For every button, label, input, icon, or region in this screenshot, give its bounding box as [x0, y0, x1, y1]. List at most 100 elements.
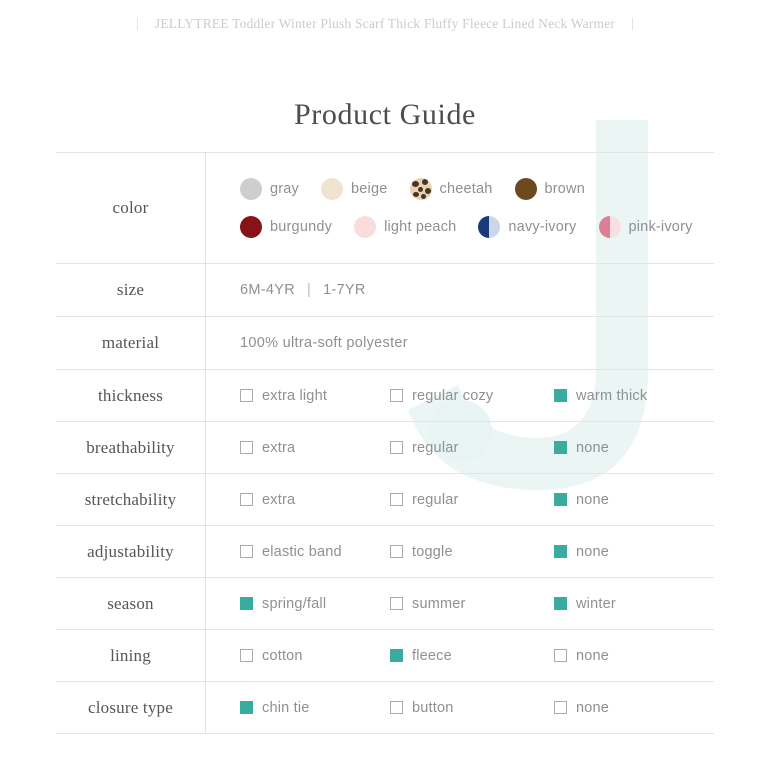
checkbox-checked-icon[interactable] — [240, 597, 253, 610]
checkbox-unchecked-icon[interactable] — [390, 701, 403, 714]
size-option-b[interactable]: 1-7YR — [323, 282, 366, 298]
color-option-light-peach[interactable]: light peach — [354, 216, 456, 238]
option-lining-fleece[interactable]: fleece — [390, 648, 554, 664]
row-label-season: season — [56, 577, 206, 630]
row-value-size: 6M-4YR | 1-7YR — [206, 264, 715, 317]
checkbox-unchecked-icon[interactable] — [390, 441, 403, 454]
option-breathability-none[interactable]: none — [554, 440, 714, 456]
option-label: cotton — [262, 647, 303, 664]
color-label-pink-ivory: pink-ivory — [628, 219, 693, 235]
option-thickness-extra-light[interactable]: extra light — [240, 388, 390, 404]
row-value-adjustability: elastic band toggle none — [206, 526, 715, 578]
checkbox-unchecked-icon[interactable] — [240, 493, 253, 506]
option-lining-none[interactable]: none — [554, 648, 714, 664]
checkbox-checked-icon[interactable] — [554, 597, 567, 610]
checkbox-unchecked-icon[interactable] — [390, 493, 403, 506]
color-option-cheetah[interactable]: cheetah — [409, 178, 493, 200]
option-stretchability-none[interactable]: none — [554, 492, 714, 508]
swatch-burgundy-icon — [240, 216, 262, 238]
option-label: extra — [262, 439, 296, 456]
option-lining-cotton[interactable]: cotton — [240, 648, 390, 664]
option-stretchability-regular[interactable]: regular — [390, 492, 554, 508]
swatch-light-peach-icon — [354, 216, 377, 238]
checkbox-unchecked-icon[interactable] — [240, 389, 253, 402]
option-label: winter — [576, 595, 616, 612]
color-option-burgundy[interactable]: burgundy — [240, 216, 332, 238]
option-closure-none[interactable]: none — [554, 700, 714, 716]
color-option-navy-ivory[interactable]: navy-ivory — [478, 216, 576, 238]
checkbox-unchecked-icon[interactable] — [240, 441, 253, 454]
color-option-brown[interactable]: brown — [514, 178, 586, 200]
color-option-pink-ivory[interactable]: pink-ivory — [598, 216, 693, 238]
option-season-spring-fall[interactable]: spring/fall — [240, 596, 390, 612]
option-label: none — [576, 647, 610, 664]
option-label: regular — [412, 439, 459, 456]
checkbox-unchecked-icon[interactable] — [390, 597, 403, 610]
option-thickness-warm-thick[interactable]: warm thick — [554, 388, 714, 404]
row-value-stretchability: extra regular none — [206, 474, 715, 526]
option-season-winter[interactable]: winter — [554, 596, 714, 612]
checkbox-checked-icon[interactable] — [240, 701, 253, 714]
size-separator: | — [306, 282, 312, 298]
option-label: regular — [412, 491, 459, 508]
color-option-beige[interactable]: beige — [321, 178, 387, 200]
table-row-breathability: breathability extra regular none — [56, 421, 715, 474]
option-stretchability-extra[interactable]: extra — [240, 492, 390, 508]
option-closure-chin-tie[interactable]: chin tie — [240, 700, 390, 716]
option-label: summer — [412, 595, 466, 612]
checkbox-unchecked-icon[interactable] — [240, 649, 253, 662]
option-adjustability-elastic-band[interactable]: elastic band — [240, 544, 390, 560]
row-label-size: size — [56, 263, 206, 317]
color-label-cheetah: cheetah — [439, 181, 493, 197]
option-breathability-extra[interactable]: extra — [240, 440, 390, 456]
option-closure-button[interactable]: button — [390, 700, 554, 716]
row-label-closure-type: closure type — [56, 681, 206, 734]
table-row-color: color gray beige — [56, 152, 715, 264]
table-row-adjustability: adjustability elastic band toggle none — [56, 525, 715, 578]
option-label: spring/fall — [262, 595, 327, 612]
row-value-breathability: extra regular none — [206, 422, 715, 474]
table-row-lining: lining cotton fleece none — [56, 629, 714, 682]
checkbox-checked-icon[interactable] — [554, 389, 567, 402]
option-label: extra — [262, 491, 296, 508]
option-adjustability-toggle[interactable]: toggle — [390, 544, 554, 560]
right-rule: | — [631, 16, 635, 31]
row-value-closure-type: chin tie button none — [206, 682, 715, 734]
color-label-gray: gray — [270, 181, 300, 197]
table-row-thickness: thickness extra light regular cozy warm … — [56, 369, 715, 422]
checkbox-checked-icon[interactable] — [554, 545, 567, 558]
checkbox-unchecked-icon[interactable] — [240, 545, 253, 558]
option-season-summer[interactable]: summer — [390, 596, 554, 612]
product-name: JELLYTREE Toddler Winter Plush Scarf Thi… — [154, 16, 616, 31]
row-label-thickness: thickness — [56, 369, 206, 422]
color-label-beige: beige — [351, 181, 388, 197]
option-label: none — [576, 439, 610, 456]
checkbox-checked-icon[interactable] — [554, 441, 567, 454]
row-label-breathability: breathability — [56, 421, 206, 474]
option-breathability-regular[interactable]: regular — [390, 440, 554, 456]
color-label-navy-ivory: navy-ivory — [508, 219, 577, 235]
checkbox-unchecked-icon[interactable] — [390, 545, 403, 558]
table-row-stretchability: stretchability extra regular none — [56, 473, 715, 526]
table-row-size: size 6M-4YR | 1-7YR — [56, 263, 715, 317]
option-adjustability-none[interactable]: none — [554, 544, 714, 560]
product-spec-table: color gray beige — [56, 152, 714, 734]
brand-watermark-dot — [430, 400, 492, 462]
color-swatch-line-2: burgundy light peach navy-ivory — [240, 216, 714, 238]
swatch-beige-icon — [321, 178, 344, 200]
row-label-stretchability: stretchability — [56, 473, 206, 526]
color-option-gray[interactable]: gray — [240, 178, 299, 200]
row-value-color: gray beige — [206, 153, 715, 264]
checkbox-checked-icon[interactable] — [390, 649, 403, 662]
checkbox-checked-icon[interactable] — [554, 493, 567, 506]
left-rule: | — [135, 16, 139, 31]
option-label: none — [576, 543, 610, 560]
checkbox-unchecked-icon[interactable] — [390, 389, 403, 402]
checkbox-unchecked-icon[interactable] — [554, 701, 567, 714]
swatch-brown-icon — [514, 178, 537, 200]
option-thickness-regular-cozy[interactable]: regular cozy — [390, 388, 554, 404]
option-label: elastic band — [262, 543, 342, 560]
size-option-a[interactable]: 6M-4YR — [240, 282, 295, 298]
row-value-thickness: extra light regular cozy warm thick — [206, 370, 715, 422]
checkbox-unchecked-icon[interactable] — [554, 649, 567, 662]
